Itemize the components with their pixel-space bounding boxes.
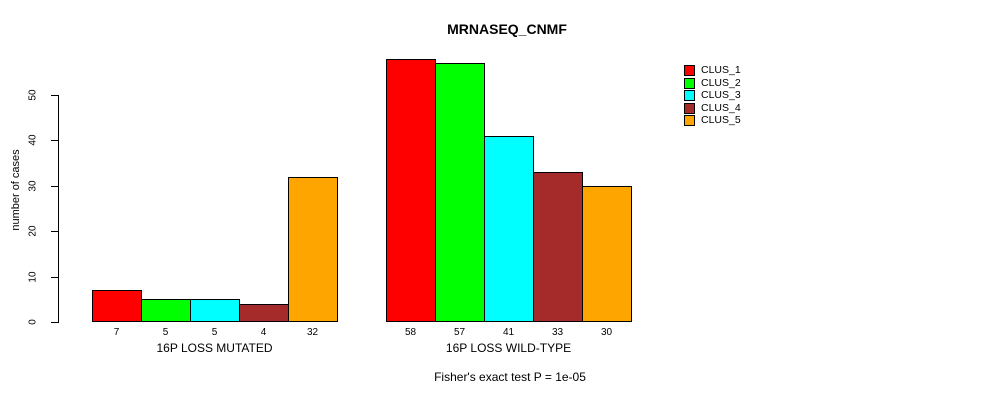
legend-swatch-clus_2 bbox=[684, 77, 695, 89]
y-tick-label: 0 bbox=[27, 319, 39, 325]
bar-value-label: 32 bbox=[306, 327, 319, 338]
bar-clus_5-group2 bbox=[582, 186, 632, 322]
y-tick-label: 30 bbox=[27, 180, 39, 192]
y-tick-label: 40 bbox=[27, 134, 39, 146]
legend-label: CLUS_3 bbox=[701, 89, 741, 101]
chart-title: MRNASEQ_CNMF bbox=[447, 21, 567, 37]
legend-swatch-clus_1 bbox=[684, 65, 695, 76]
legend-item-clus_1: CLUS_1 bbox=[684, 65, 741, 76]
bar-clus_5-group1 bbox=[288, 177, 338, 322]
group-label: 16P LOSS MUTATED bbox=[156, 341, 273, 355]
bar-value-label: 30 bbox=[600, 327, 613, 338]
y-tick-label: 10 bbox=[27, 271, 39, 283]
annotation-text: Fisher's exact test P = 1e-05 bbox=[434, 370, 586, 384]
group-label: 16P LOSS WILD-TYPE bbox=[445, 341, 572, 355]
bar-clus_2-group1 bbox=[141, 299, 191, 322]
y-tick-label: 50 bbox=[27, 89, 39, 101]
bar-value-label: 5 bbox=[162, 327, 169, 338]
legend: CLUS_1 CLUS_2 CLUS_3 CLUS_4 CLUS_5 bbox=[684, 65, 741, 128]
y-tick-label: 20 bbox=[27, 225, 39, 237]
bar-value-label: 41 bbox=[502, 327, 515, 338]
legend-item-clus_2: CLUS_2 bbox=[684, 76, 741, 89]
legend-label: CLUS_1 bbox=[701, 64, 741, 76]
legend-swatch-clus_5 bbox=[684, 115, 695, 126]
legend-swatch-clus_4 bbox=[684, 102, 695, 114]
y-tick-mark bbox=[51, 322, 58, 323]
y-tick-mark bbox=[51, 276, 58, 278]
bar-clus_1-group2 bbox=[386, 59, 436, 322]
y-tick-mark bbox=[51, 95, 58, 96]
bar-clus_1-group1 bbox=[92, 290, 142, 322]
bar-clus_4-group2 bbox=[533, 172, 583, 322]
legend-label: CLUS_4 bbox=[701, 101, 741, 114]
bar-value-label: 33 bbox=[551, 327, 564, 338]
y-tick-mark bbox=[51, 185, 58, 187]
bar-value-label: 58 bbox=[404, 327, 417, 338]
bar-clus_2-group2 bbox=[435, 63, 485, 322]
legend-label: CLUS_2 bbox=[701, 76, 741, 89]
y-axis-label: number of cases bbox=[10, 149, 22, 231]
y-axis-line bbox=[58, 95, 59, 323]
y-tick-mark bbox=[51, 231, 58, 233]
bar-value-label: 57 bbox=[453, 327, 466, 338]
legend-label: CLUS_5 bbox=[701, 114, 741, 126]
y-tick-mark bbox=[51, 140, 58, 142]
bar-clus_3-group1 bbox=[190, 299, 240, 322]
bar-value-label: 4 bbox=[260, 327, 267, 338]
legend-swatch-clus_3 bbox=[684, 90, 695, 101]
legend-item-clus_3: CLUS_3 bbox=[684, 90, 741, 101]
bar-value-label: 5 bbox=[211, 327, 218, 338]
bar-clus_4-group1 bbox=[239, 304, 289, 322]
bar-clus_3-group2 bbox=[484, 136, 534, 322]
legend-item-clus_5: CLUS_5 bbox=[684, 115, 741, 126]
legend-item-clus_4: CLUS_4 bbox=[684, 101, 741, 114]
bar-value-label: 7 bbox=[113, 327, 120, 338]
